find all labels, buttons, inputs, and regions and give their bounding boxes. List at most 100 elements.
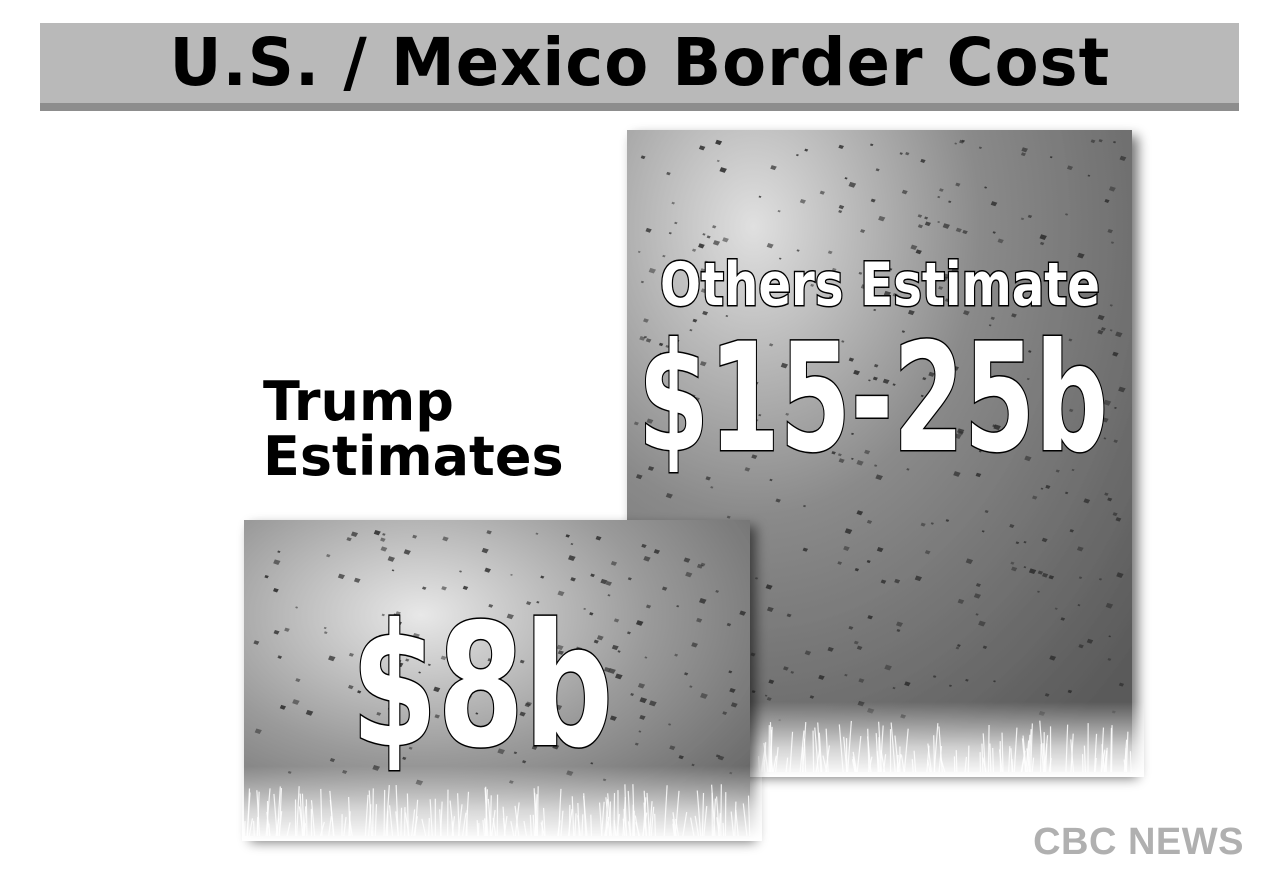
grass-blade xyxy=(299,793,304,837)
grass-blade xyxy=(964,756,968,773)
texture-speckle xyxy=(1114,406,1117,409)
texture-speckle xyxy=(828,303,832,306)
texture-speckle xyxy=(937,220,941,224)
grass-blade xyxy=(268,823,271,837)
texture-speckle xyxy=(475,712,479,715)
grass-blade xyxy=(1039,744,1042,773)
texture-speckle xyxy=(978,620,986,627)
texture-speckle xyxy=(403,549,411,555)
grass-blade xyxy=(246,792,251,837)
texture-speckle xyxy=(698,243,705,249)
texture-speckle xyxy=(637,682,646,689)
texture-speckle xyxy=(873,308,877,312)
texture-speckle xyxy=(645,338,652,343)
grass-blade xyxy=(385,784,390,837)
texture-speckle xyxy=(668,723,672,726)
texture-speckle xyxy=(715,139,723,146)
texture-speckle xyxy=(858,271,863,275)
grass-blade xyxy=(730,811,735,837)
texture-speckle xyxy=(769,478,773,482)
grass-blade xyxy=(329,790,335,837)
grass-blade xyxy=(1026,734,1031,773)
texture-speckle xyxy=(920,394,924,398)
grass-blade xyxy=(1123,759,1127,773)
texture-speckle xyxy=(993,424,1001,431)
texture-speckle xyxy=(1119,155,1127,161)
texture-speckle xyxy=(867,615,873,620)
grass-blade xyxy=(981,743,984,773)
texture-speckle xyxy=(945,298,950,303)
grass-blade xyxy=(310,800,316,837)
others-label: Others Estimate xyxy=(660,250,1100,320)
texture-speckle xyxy=(464,693,473,700)
grass-blade xyxy=(933,735,936,773)
texture-speckle xyxy=(1009,524,1015,529)
texture-speckle xyxy=(615,673,623,680)
texture-speckle xyxy=(387,556,395,562)
texture-speckle xyxy=(762,295,766,299)
grass-blade xyxy=(428,818,430,837)
texture-speckle xyxy=(1028,350,1032,353)
texture-speckle xyxy=(534,680,540,684)
texture-speckle xyxy=(683,401,691,407)
texture-speckle xyxy=(434,714,440,719)
grass-blade xyxy=(1070,739,1075,773)
texture-speckle xyxy=(273,559,281,565)
texture-speckle xyxy=(917,224,924,229)
texture-speckle xyxy=(519,659,525,664)
texture-speckle xyxy=(959,139,965,144)
grass-blade xyxy=(838,724,844,773)
trump-label-line2: Estimates xyxy=(263,425,564,488)
texture-speckle xyxy=(780,362,789,369)
texture-speckle xyxy=(1026,377,1030,381)
texture-speckle xyxy=(284,627,290,632)
grass-blade xyxy=(533,788,537,837)
texture-speckle xyxy=(883,290,891,297)
texture-speckle xyxy=(633,421,639,426)
texture-speckle xyxy=(785,412,790,416)
trump-label-line1: Trump xyxy=(263,370,454,433)
texture-speckle xyxy=(680,261,688,267)
texture-speckle xyxy=(350,531,359,537)
texture-speckle xyxy=(955,182,961,187)
grass-blade xyxy=(1083,745,1086,773)
texture-speckle xyxy=(486,530,492,535)
grass-blade xyxy=(1011,758,1014,773)
texture-speckle xyxy=(499,695,506,701)
texture-speckle xyxy=(496,730,502,735)
texture-speckle xyxy=(634,742,639,746)
texture-speckle xyxy=(685,571,693,578)
texture-speckle xyxy=(540,575,545,579)
texture-speckle xyxy=(837,561,843,565)
texture-speckle xyxy=(799,198,806,204)
texture-speckle xyxy=(712,240,721,246)
texture-speckle xyxy=(726,515,731,519)
texture-speckle xyxy=(1103,399,1112,406)
texture-speckle xyxy=(1105,602,1114,609)
grass-blade xyxy=(938,726,943,773)
grass-blade xyxy=(822,755,828,773)
texture-speckle xyxy=(856,645,863,651)
grass-blade xyxy=(278,811,283,837)
texture-speckle xyxy=(643,335,648,339)
texture-speckle xyxy=(1041,537,1048,543)
texture-speckle xyxy=(802,547,809,552)
texture-speckle xyxy=(838,204,845,210)
texture-speckle xyxy=(952,365,959,371)
texture-speckle xyxy=(942,353,947,357)
texture-speckle xyxy=(965,558,974,565)
texture-speckle xyxy=(755,577,759,580)
grass-blade xyxy=(878,721,883,773)
texture-speckle xyxy=(1104,492,1109,496)
texture-speckle xyxy=(851,457,854,460)
grass-blade xyxy=(890,722,896,773)
texture-speckle xyxy=(710,486,714,489)
texture-speckle xyxy=(990,316,995,320)
texture-speckle xyxy=(643,555,651,562)
texture-speckle xyxy=(810,283,815,287)
texture-speckle xyxy=(768,679,775,684)
texture-speckle xyxy=(943,368,951,375)
texture-speckle xyxy=(661,586,668,591)
texture-speckle xyxy=(412,632,420,639)
texture-speckle xyxy=(549,661,557,667)
